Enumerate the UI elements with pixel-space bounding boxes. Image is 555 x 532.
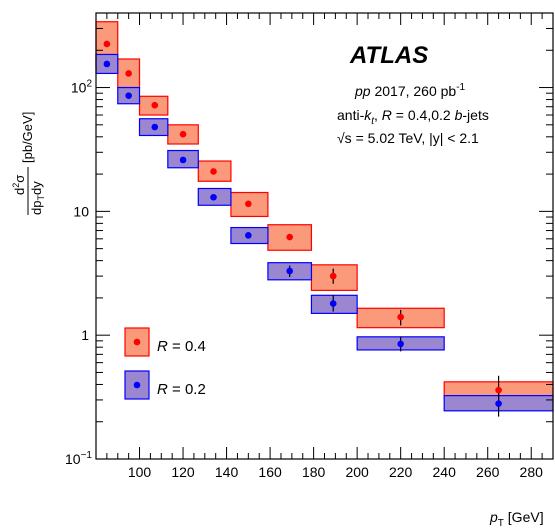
data-point [245,201,252,208]
data-point [286,234,293,241]
y-tick-label: 1 [81,327,89,343]
y-label-unit: [pb/GeV] [20,112,35,163]
data-point [125,92,132,99]
legend-label-r02: R = 0.2 [157,381,206,398]
legend-entry-r04: R = 0.4 [125,328,206,356]
y-tick-label: 10 [73,203,89,219]
x-tick-label: 260 [476,464,500,480]
annotation-luminosity: pp 2017, 260 pb-1 [354,82,466,99]
data-point [104,61,111,68]
data-point [180,157,187,164]
x-tick-label: 160 [258,464,282,480]
data-point [397,341,404,348]
x-axis-label: pT [GeV] [489,509,544,529]
data-point [210,168,217,175]
data-point [397,314,404,321]
legend-marker-r02 [134,382,141,389]
data-point [151,102,158,109]
data-point [245,232,252,239]
y-label-numerator: d2σ [11,175,27,195]
x-tick-label: 120 [171,464,195,480]
data-point [495,400,502,407]
x-tick-label: 220 [389,464,413,480]
legend-marker-r04 [134,339,141,346]
y-axis-label: d2σ dpTdy [pb/GeV] [11,112,46,215]
data-point [125,70,132,77]
x-tick-label: 240 [433,464,457,480]
y-tick-label: 10−1 [65,450,92,467]
data-point [330,300,337,307]
legend-entry-r02: R = 0.2 [125,371,206,399]
y-tick-label: 102 [71,79,93,96]
data-point [286,268,293,275]
annotation-jet-algorithm: anti-kt, R = 0.4,0.2 b-jets [337,107,489,127]
legend-label-r04: R = 0.4 [157,338,206,355]
data-point [104,41,111,48]
y-label-denominator: dpTdy [29,181,46,215]
data-point [330,273,337,280]
data-point [151,124,158,131]
x-tick-label: 180 [302,464,326,480]
chart-title: ATLAS [349,42,428,69]
data-point [180,131,187,138]
x-tick-label: 140 [215,464,239,480]
legend: R = 0.4 R = 0.2 [125,328,206,399]
data-point [495,387,502,394]
x-tick-label: 200 [345,464,369,480]
annotation-energy-rapidity: √s = 5.02 TeV, |y| < 2.1 [337,130,479,146]
x-tick-label: 100 [128,464,152,480]
x-tick-label: 280 [520,464,544,480]
data-point [210,194,217,201]
